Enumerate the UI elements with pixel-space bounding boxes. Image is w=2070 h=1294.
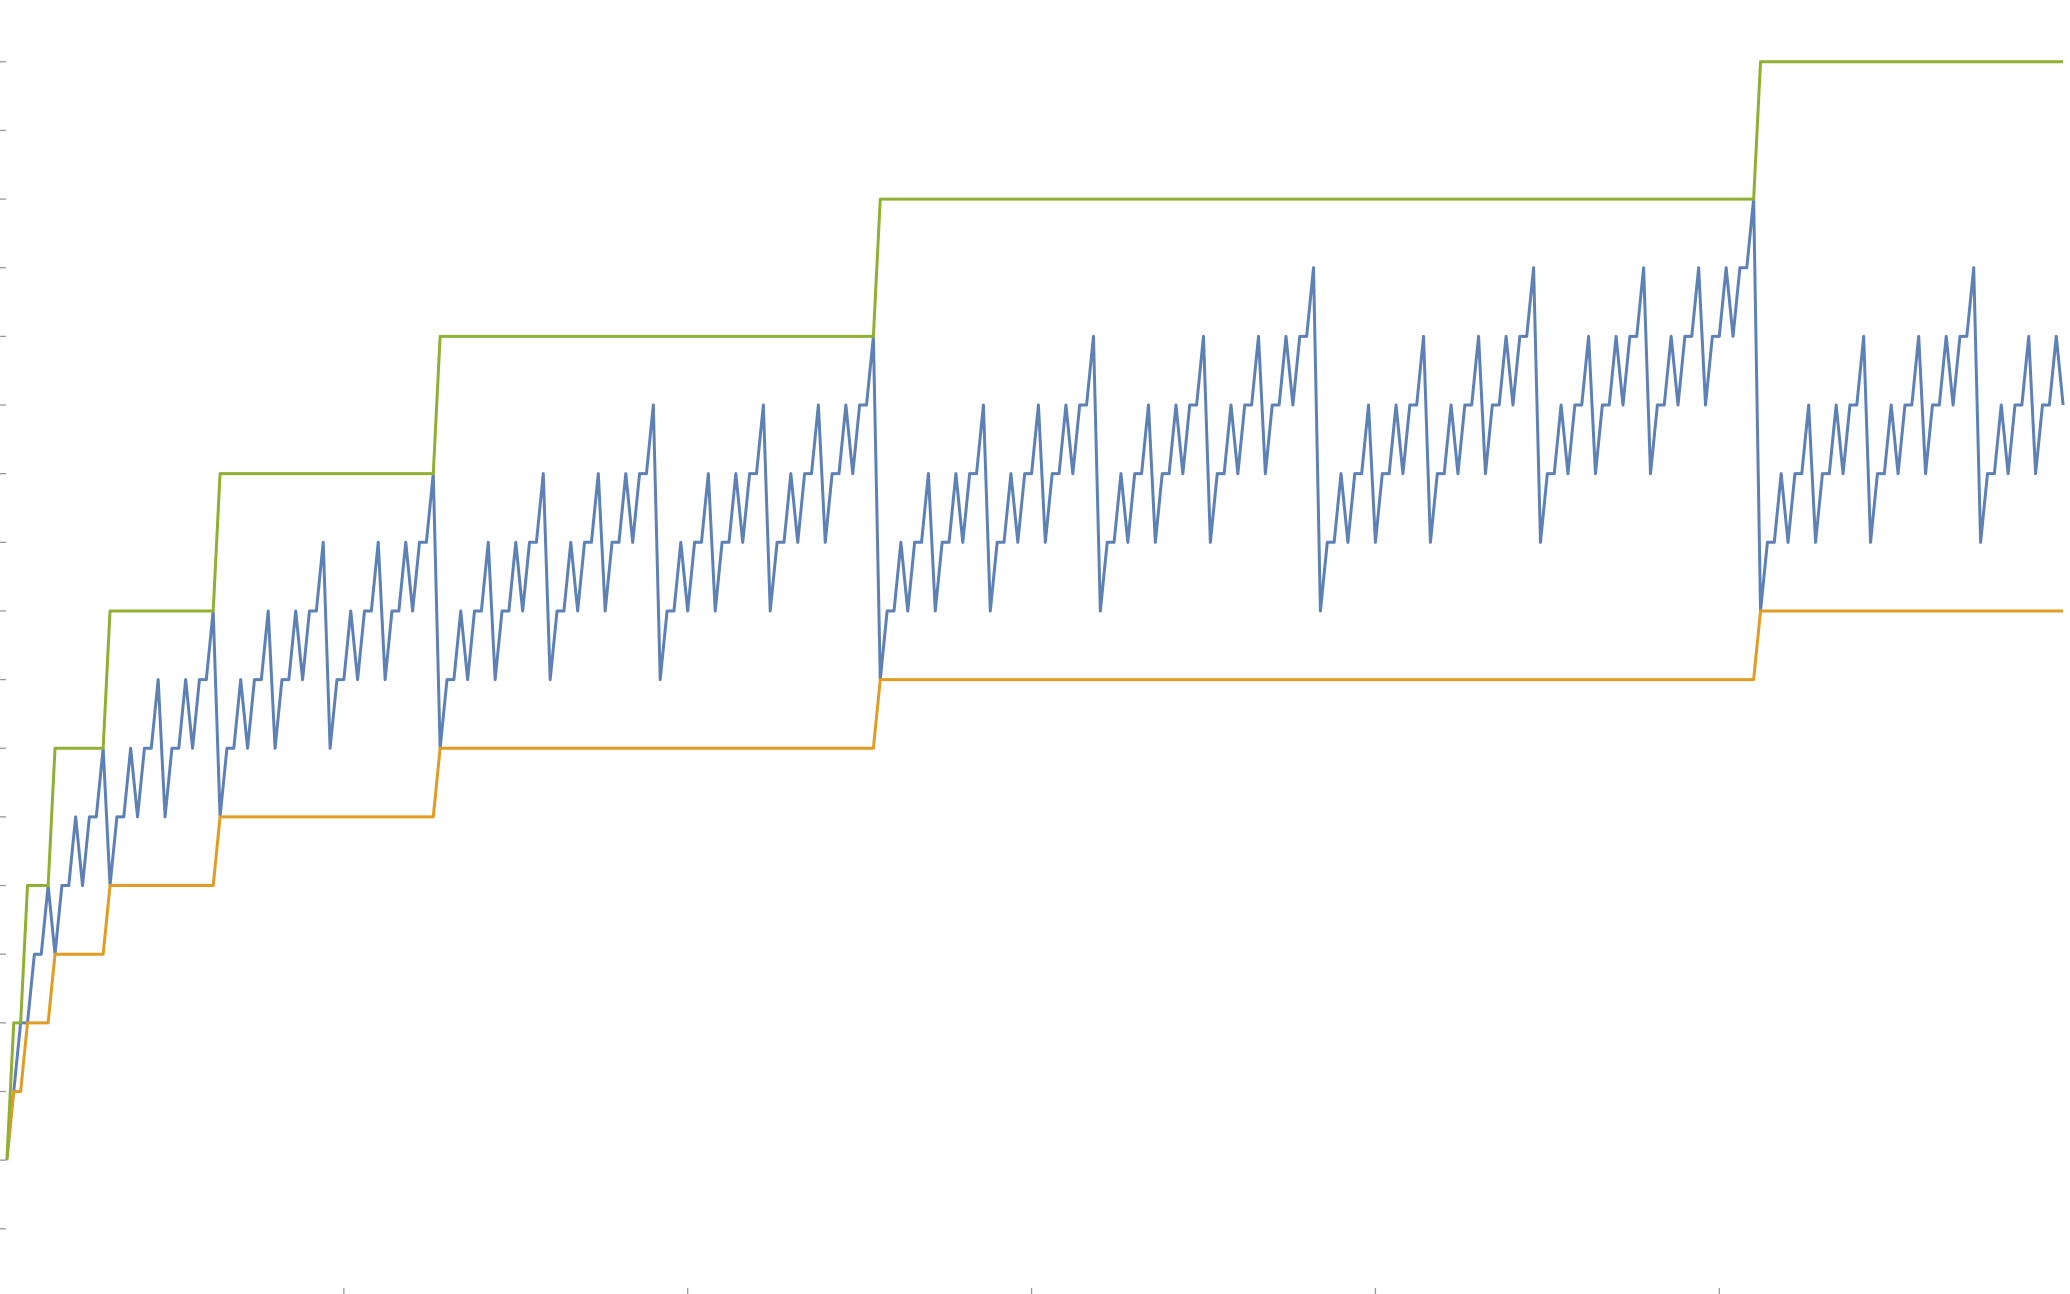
series-line: [5, 609, 2064, 1161]
series-line: [5, 60, 2064, 1161]
series-line: [5, 197, 2065, 1161]
